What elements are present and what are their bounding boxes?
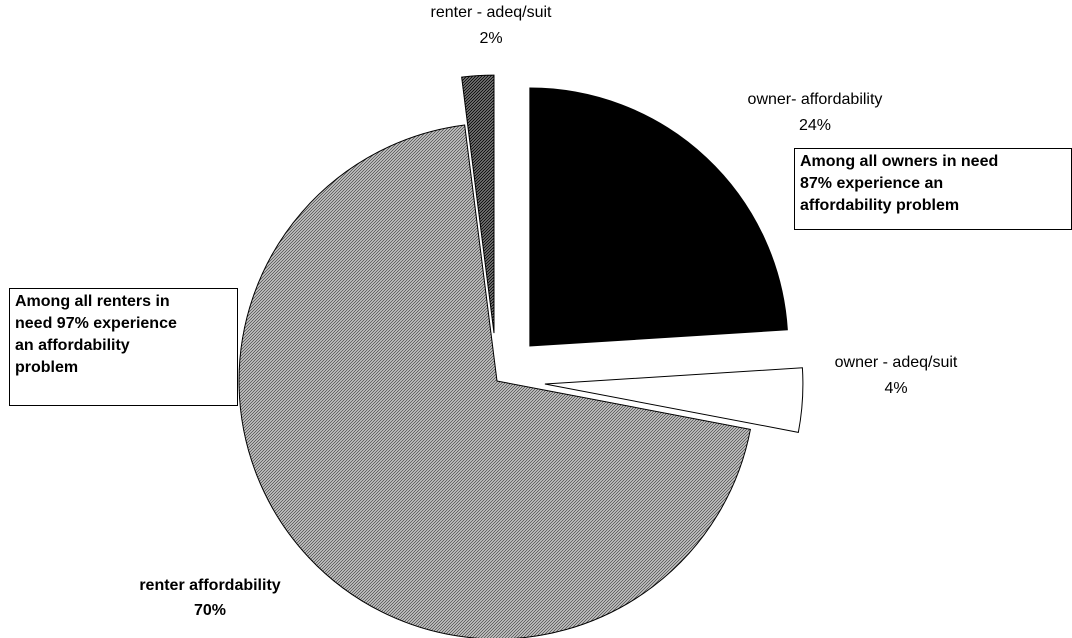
- renters-annotation-box: Among all renters in need 97% experience…: [9, 288, 238, 406]
- pie-slice-owner-affordability: [529, 87, 788, 347]
- slice-label-owner-affordability: owner- affordability: [748, 91, 883, 108]
- slice-value-renter-affordability: 70%: [194, 602, 226, 619]
- slice-value-renter-adeq-suit: 2%: [479, 30, 502, 47]
- slice-label-owner-adeq-suit: owner - adeq/suit: [835, 354, 958, 371]
- pie-slice-renter-adeq-suit: [461, 74, 495, 334]
- slice-label-renter-adeq-suit: renter - adeq/suit: [431, 4, 553, 21]
- pie-slice-owner-adeq-suit: [544, 367, 804, 433]
- slice-value-owner-affordability: 24%: [799, 117, 831, 134]
- slice-label-renter-affordability: renter affordability: [139, 577, 280, 594]
- pie-slice-renter-affordability: [238, 124, 752, 638]
- owners-annotation-box: Among all owners in need 87% experience …: [794, 148, 1072, 230]
- slice-value-owner-adeq-suit: 4%: [884, 380, 907, 397]
